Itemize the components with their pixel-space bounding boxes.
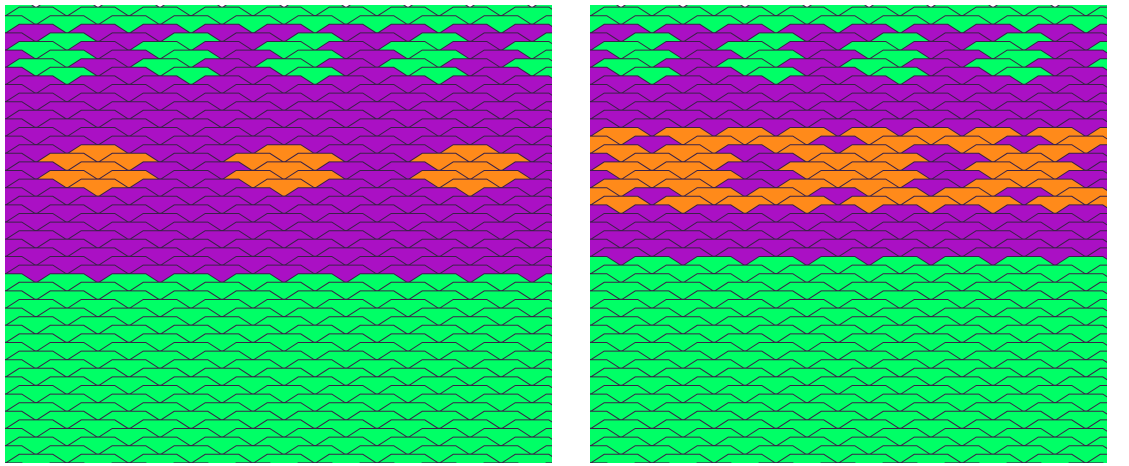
pattern-panel-right: [590, 5, 1107, 463]
hex-cell: [501, 453, 552, 463]
hex-weave-pattern-variant: [590, 5, 1107, 463]
pattern-panel-left: [5, 5, 552, 463]
hex-weave-pattern-original: [5, 5, 552, 463]
hex-cell: [1086, 453, 1107, 463]
